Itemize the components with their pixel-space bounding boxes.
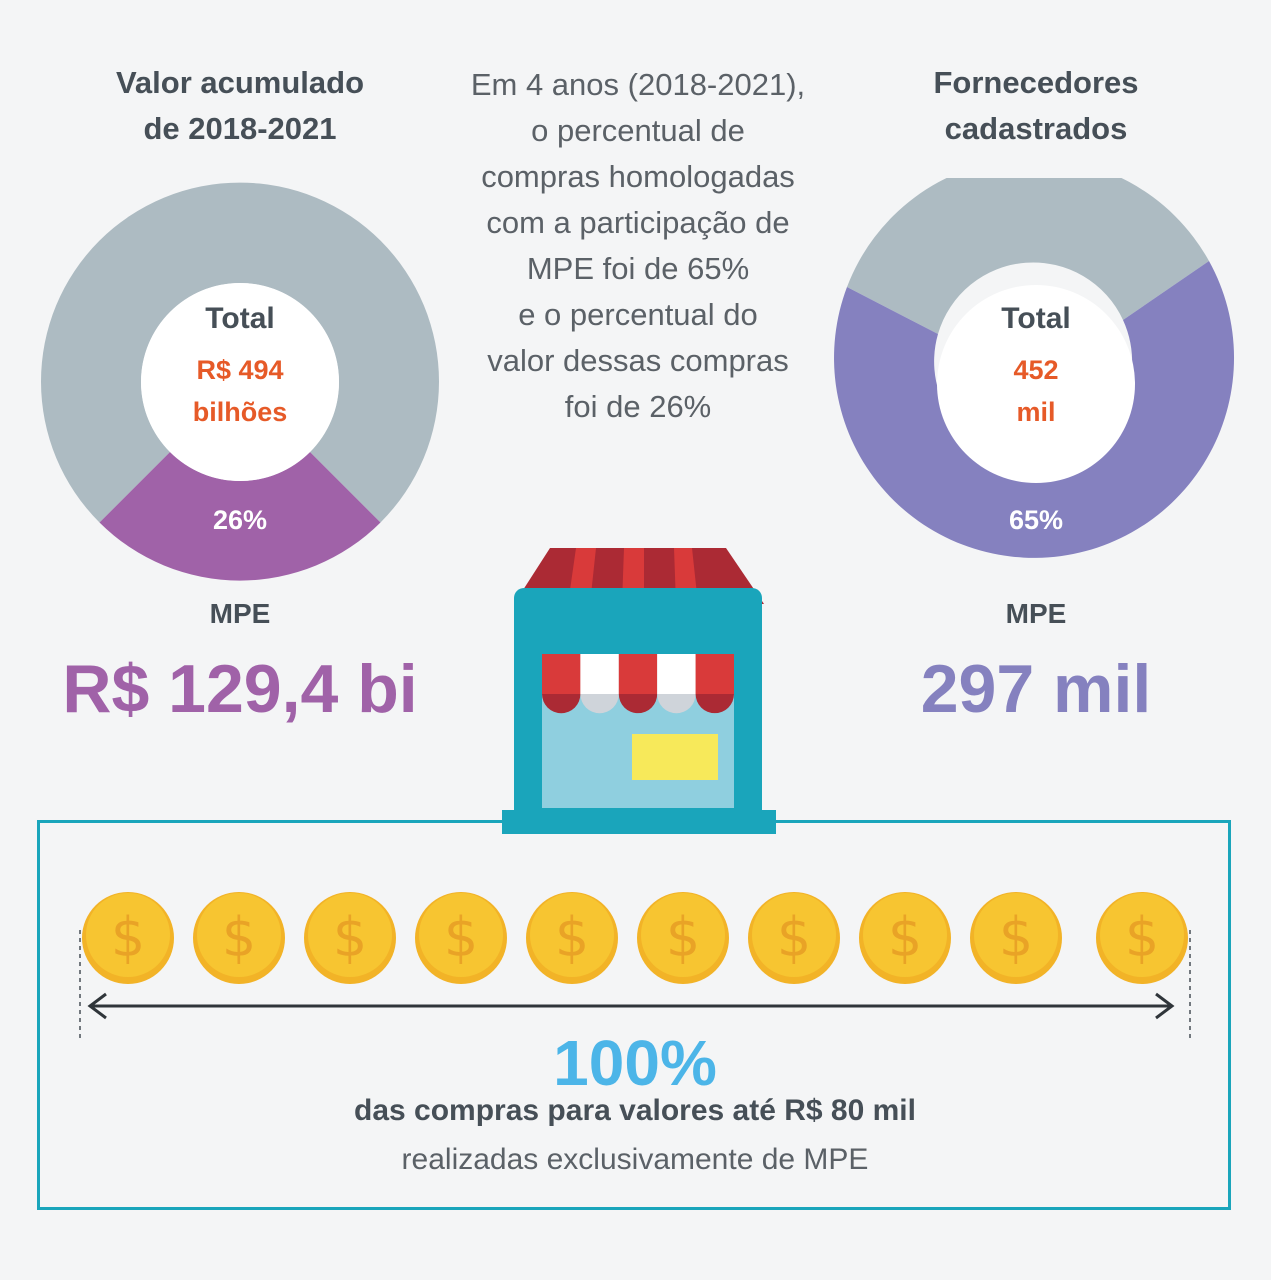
right-mpe-label: MPE — [1005, 598, 1067, 629]
caption-bold: das compras para valores até R$ 80 mil — [354, 1094, 916, 1127]
percentage-100: 100% — [553, 1027, 717, 1099]
left-donut-chart — [40, 182, 439, 581]
range-arrow — [79, 930, 1191, 1042]
right-total-line2: mil — [1016, 397, 1056, 427]
center-line-4: com a participação de — [486, 205, 790, 240]
coin-icon: $ — [82, 892, 174, 984]
coin-symbol: $ — [555, 906, 589, 969]
left-title: Valor acumulado de 2018-2021 — [30, 60, 450, 152]
coin-symbol: $ — [111, 906, 145, 969]
right-donut-mpe-slice — [834, 261, 1235, 558]
left-title-line1: Valor acumulado — [115, 65, 365, 100]
coin-symbol: $ — [1125, 906, 1159, 969]
left-title-line2: de 2018-2021 — [143, 111, 337, 146]
left-mpe-label: MPE — [209, 598, 271, 629]
right-title: Fornecedores cadastrados — [826, 60, 1246, 152]
center-line-3: compras homologadas — [481, 159, 795, 194]
coin-symbol: $ — [222, 906, 256, 969]
right-title-line1: Fornecedores — [933, 65, 1139, 100]
right-donut-gray-slice — [847, 178, 1209, 334]
center-line-8: foi de 26% — [564, 389, 712, 424]
coin-icon: $ — [637, 892, 729, 984]
right-mpe-value: 297 mil — [920, 651, 1152, 727]
left-donut-gray-slice — [40, 182, 439, 523]
center-line-6: e o percentual do — [518, 297, 758, 332]
right-segment-label: 65% — [1008, 505, 1064, 535]
left-total-line2: bilhões — [192, 397, 288, 427]
left-donut-mpe-slice — [99, 452, 381, 581]
left-donut-hole — [141, 283, 339, 481]
coin-icon: $ — [970, 892, 1062, 984]
coin-icon: $ — [193, 892, 285, 984]
coin-icon: $ — [526, 892, 618, 984]
coin-symbol: $ — [333, 906, 367, 969]
coin-icon: $ — [1096, 892, 1188, 984]
coin-icon: $ — [859, 892, 951, 984]
right-total-word: Total — [1001, 302, 1071, 335]
left-mpe-value: R$ 129,4 bi — [62, 651, 418, 727]
center-description: Em 4 anos (2018-2021), o percentual de c… — [438, 62, 838, 430]
coin-symbol: $ — [666, 906, 700, 969]
coin-icon: $ — [748, 892, 840, 984]
coin-symbol: $ — [777, 906, 811, 969]
right-donut-chart — [834, 178, 1235, 558]
store-icon — [502, 548, 776, 834]
coin-symbol: $ — [444, 906, 478, 969]
right-donut-hole — [937, 285, 1135, 483]
left-total-word: Total — [205, 302, 275, 335]
coin-symbol: $ — [888, 906, 922, 969]
center-line-5: MPE foi de 65% — [526, 251, 750, 286]
center-line-7: valor dessas compras — [487, 343, 789, 378]
right-title-line2: cadastrados — [944, 111, 1128, 146]
left-segment-label: 26% — [212, 505, 268, 535]
center-line-1: Em 4 anos (2018-2021), — [470, 67, 806, 102]
coin-icon: $ — [304, 892, 396, 984]
coin-symbol: $ — [999, 906, 1033, 969]
coin-icon: $ — [415, 892, 507, 984]
left-total-line1: R$ 494 — [196, 355, 284, 385]
caption-regular: realizadas exclusivamente de MPE — [401, 1143, 869, 1176]
center-line-2: o percentual de — [531, 113, 745, 148]
right-total-line1: 452 — [1013, 355, 1059, 385]
